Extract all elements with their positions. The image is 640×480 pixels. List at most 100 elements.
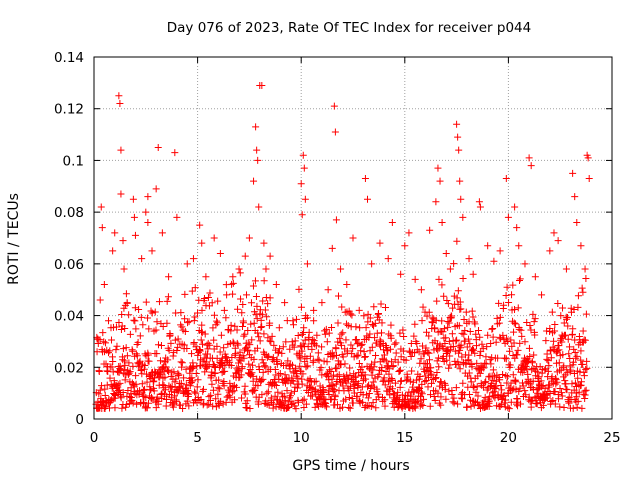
data-point (216, 250, 224, 258)
data-point (260, 330, 268, 338)
data-point (172, 397, 180, 405)
data-point (231, 396, 239, 404)
data-point (530, 318, 538, 326)
data-point (556, 403, 564, 411)
data-point (367, 403, 375, 411)
data-point (248, 336, 256, 344)
data-point (260, 239, 268, 247)
data-point (448, 330, 456, 338)
data-point (155, 298, 163, 306)
data-point (337, 265, 345, 273)
data-point (459, 213, 467, 221)
data-point (211, 363, 219, 371)
data-point (582, 386, 590, 394)
data-point (281, 371, 289, 379)
data-point (356, 324, 364, 332)
data-point (508, 291, 516, 299)
data-point (456, 177, 464, 185)
data-point (487, 340, 495, 348)
data-point (209, 324, 217, 332)
data-point (328, 375, 336, 383)
data-point (512, 378, 520, 386)
data-point (560, 319, 568, 327)
data-point (106, 374, 114, 382)
data-point (488, 354, 496, 362)
data-point (578, 404, 586, 412)
data-point (188, 374, 196, 382)
data-point (505, 299, 513, 307)
data-point (380, 374, 388, 382)
data-point (334, 338, 342, 346)
data-point (205, 400, 213, 408)
data-point (504, 403, 512, 411)
data-point (500, 391, 508, 399)
data-point (226, 358, 234, 366)
data-point (244, 339, 252, 347)
data-point (220, 344, 228, 352)
data-point (275, 324, 283, 332)
data-point (121, 324, 129, 332)
data-point (295, 285, 303, 293)
y-tick-label: 0.02 (54, 360, 84, 376)
data-point (440, 292, 448, 300)
data-point (246, 341, 254, 349)
data-point (397, 377, 405, 385)
data-point (100, 281, 108, 289)
data-point (583, 357, 591, 365)
data-point (435, 363, 443, 371)
data-point (310, 317, 318, 325)
data-point (143, 404, 151, 412)
data-point (530, 351, 538, 359)
data-point (112, 323, 120, 331)
data-point (521, 338, 529, 346)
data-point (141, 362, 149, 370)
data-point (334, 319, 342, 327)
data-point (445, 337, 453, 345)
data-point (338, 403, 346, 411)
data-point (292, 366, 300, 374)
data-point (116, 379, 124, 387)
data-point (194, 309, 202, 317)
data-point (563, 386, 571, 394)
data-point (396, 366, 404, 374)
data-point (238, 363, 246, 371)
data-point (120, 265, 128, 273)
data-point (323, 358, 331, 366)
data-point (178, 359, 186, 367)
data-point (263, 313, 271, 321)
data-point (172, 375, 180, 383)
data-point (250, 355, 258, 363)
data-point (484, 331, 492, 339)
data-point (320, 357, 328, 365)
data-point (377, 300, 385, 308)
data-point (198, 239, 206, 247)
data-point (543, 350, 551, 358)
data-point (282, 338, 290, 346)
data-point (289, 317, 297, 325)
data-point (528, 359, 536, 367)
data-point (527, 162, 535, 170)
data-point (222, 314, 230, 322)
data-point (378, 329, 386, 337)
data-point (582, 275, 590, 283)
data-point (205, 393, 213, 401)
data-point (411, 404, 419, 412)
data-point (344, 322, 352, 330)
data-point (553, 378, 561, 386)
data-point (406, 377, 414, 385)
data-point (129, 195, 137, 203)
data-point (396, 329, 404, 337)
data-point (372, 404, 380, 412)
data-point (320, 389, 328, 397)
data-point (317, 364, 325, 372)
data-point (272, 281, 280, 289)
data-point (305, 328, 313, 336)
data-point (582, 310, 590, 318)
data-point (573, 393, 581, 401)
data-point (432, 374, 440, 382)
data-point (185, 402, 193, 410)
data-point (201, 368, 209, 376)
data-point (509, 281, 517, 289)
data-point (260, 277, 268, 285)
data-point (469, 345, 477, 353)
